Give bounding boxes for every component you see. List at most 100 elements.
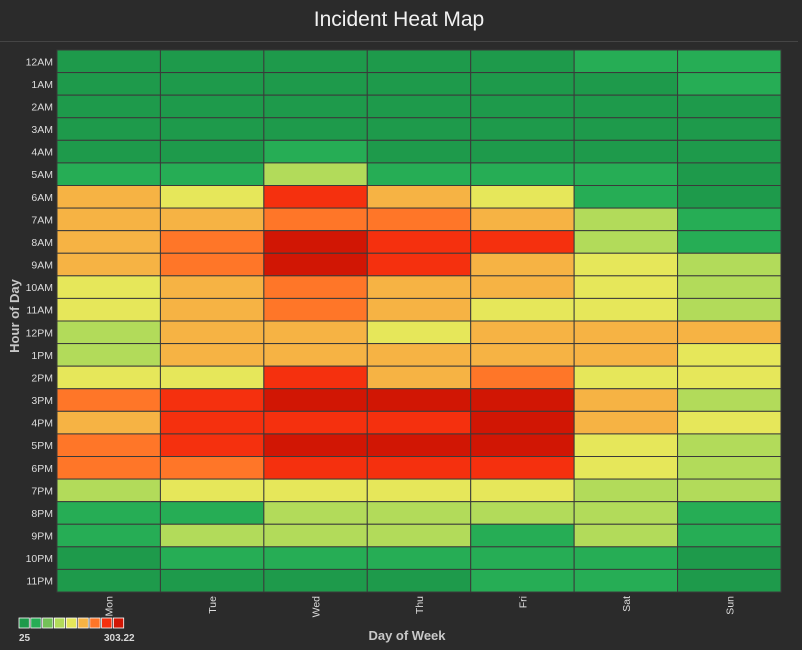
heatmap-cell-fri-1am	[470, 72, 575, 96]
heatmap-cell-wed-9am	[263, 252, 368, 277]
heatmap-cell-mon-3pm	[56, 388, 161, 412]
heatmap-cell-sat-9pm	[573, 523, 679, 548]
heatmap-cell-wed-1am	[263, 72, 368, 96]
heatmap-cell-tue-9am	[159, 252, 265, 277]
heatmap-cell-fri-12pm	[470, 320, 575, 345]
heatmap-cell-sun-2pm	[677, 365, 782, 390]
heatmap-cell-tue-9pm	[159, 523, 265, 548]
heatmap-cell-mon-12am	[56, 49, 161, 74]
heatmap-cell-sat-8am	[573, 230, 679, 254]
y-tick-label: 1AM	[31, 79, 53, 91]
heatmap-cell-sun-1pm	[677, 343, 782, 367]
x-axis-label: Day of Week	[368, 628, 446, 643]
heatmap-cell-fri-3pm	[470, 388, 575, 412]
heatmap-cell-fri-11am	[470, 297, 575, 322]
x-tick-label: Tue	[207, 596, 219, 614]
heatmap-cell-thu-7pm	[366, 478, 472, 503]
heatmap-cell-fri-4pm	[470, 410, 575, 435]
heatmap-cell-sat-11pm	[573, 568, 679, 593]
heatmap-cell-sun-9pm	[677, 523, 782, 548]
heatmap-cell-sun-5pm	[677, 433, 782, 457]
heatmap-cell-sat-5am	[573, 162, 679, 187]
heatmap-cell-thu-1am	[366, 72, 472, 96]
heatmap-cell-sun-7pm	[677, 478, 782, 503]
heatmap-cell-sat-10am	[573, 275, 679, 299]
heatmap-cell-sat-8pm	[573, 501, 679, 525]
heatmap-cell-sun-9am	[677, 252, 782, 277]
heatmap-cell-fri-8am	[470, 230, 575, 254]
heatmap-cell-mon-5pm	[56, 433, 161, 457]
heatmap-cell-fri-7pm	[470, 478, 575, 503]
y-tick-label: 4AM	[31, 147, 53, 159]
heatmap-cell-wed-12am	[263, 49, 368, 74]
heatmap-cell-thu-5pm	[366, 433, 472, 457]
heatmap-cell-fri-5am	[470, 162, 575, 187]
heatmap-cell-tue-3am	[159, 117, 265, 141]
heatmap-cell-thu-6pm	[366, 456, 472, 480]
heatmap-cell-tue-3pm	[159, 388, 265, 412]
heatmap-cell-mon-8am	[56, 230, 161, 254]
heatmap-cell-thu-9am	[366, 252, 472, 277]
heatmap-cell-fri-4am	[470, 139, 575, 164]
heatmap-cell-fri-9am	[470, 252, 575, 277]
x-tick-label: Fri	[517, 596, 529, 608]
heatmap-cell-sun-1am	[677, 72, 782, 96]
heatmap-cell-wed-6am	[263, 185, 368, 209]
heatmap-cell-thu-3pm	[366, 388, 472, 412]
y-tick-label: 10PM	[26, 553, 53, 565]
x-tick-labels: Mon Tue Wed Thu Fri Sat Sun	[104, 596, 737, 618]
y-tick-label: 2PM	[31, 372, 53, 384]
heatmap-cell-sat-3pm	[573, 388, 679, 412]
heatmap-cell-fri-9pm	[470, 523, 575, 548]
heatmap-cell-wed-8am	[263, 230, 368, 254]
heatmap-cell-wed-11pm	[263, 568, 368, 593]
heatmap-cell-tue-8am	[159, 230, 265, 254]
heatmap-cell-mon-2pm	[56, 365, 161, 390]
heatmap-cell-tue-11am	[159, 297, 265, 322]
heatmap-cell-sat-11am	[573, 297, 679, 322]
heatmap-cell-mon-12pm	[56, 320, 161, 345]
x-tick-label: Mon	[104, 596, 116, 617]
heatmap-cell-sat-1am	[573, 72, 679, 96]
heatmap-cell-wed-6pm	[263, 456, 368, 480]
heatmap-cell-sat-10pm	[573, 546, 679, 570]
heatmap-cell-thu-6am	[366, 185, 472, 209]
heatmap-cell-fri-12am	[470, 49, 575, 74]
heatmap-cell-thu-8pm	[366, 501, 472, 525]
heatmap-cell-sun-3am	[677, 117, 782, 141]
heatmap-cell-wed-4pm	[263, 410, 368, 435]
legend-max-label: 303.22	[104, 633, 135, 644]
heatmap-cell-mon-9am	[56, 252, 161, 277]
heatmap-cell-thu-5am	[366, 162, 472, 187]
y-tick-label: 5PM	[31, 440, 53, 452]
legend-swatch	[42, 617, 54, 629]
heatmap-cell-tue-5pm	[159, 433, 265, 457]
heatmap-cell-wed-3pm	[263, 388, 368, 412]
heatmap-cell-wed-11am	[263, 297, 368, 322]
heatmap-cell-tue-7am	[159, 207, 265, 232]
y-tick-label: 4PM	[31, 418, 53, 430]
y-tick-label: 8PM	[31, 508, 53, 520]
y-tick-label: 2AM	[31, 101, 53, 113]
heatmap-cell-mon-11am	[56, 297, 161, 322]
heatmap-cell-mon-10am	[56, 275, 161, 299]
heatmap-cell-tue-7pm	[159, 478, 265, 503]
heatmap-cell-wed-2pm	[263, 365, 368, 390]
heatmap-cell-mon-4am	[56, 139, 161, 164]
y-axis-label: Hour of Day	[7, 278, 22, 352]
heatmap-cell-fri-11pm	[470, 568, 575, 593]
heatmap-cell-sat-7pm	[573, 478, 679, 503]
heatmap-cell-sat-6pm	[573, 456, 679, 480]
x-tick-label: Sat	[621, 596, 633, 612]
heatmap-cell-sun-4pm	[677, 410, 782, 435]
color-legend	[18, 617, 125, 629]
heatmap-cell-tue-1am	[159, 72, 265, 96]
y-tick-label: 7AM	[31, 214, 53, 226]
heatmap-cell-sat-3am	[573, 117, 679, 141]
legend-swatch	[113, 617, 125, 629]
heatmap-cell-mon-11pm	[56, 568, 161, 593]
heatmap-cell-wed-7pm	[263, 478, 368, 503]
heatmap-cell-tue-4pm	[159, 410, 265, 435]
